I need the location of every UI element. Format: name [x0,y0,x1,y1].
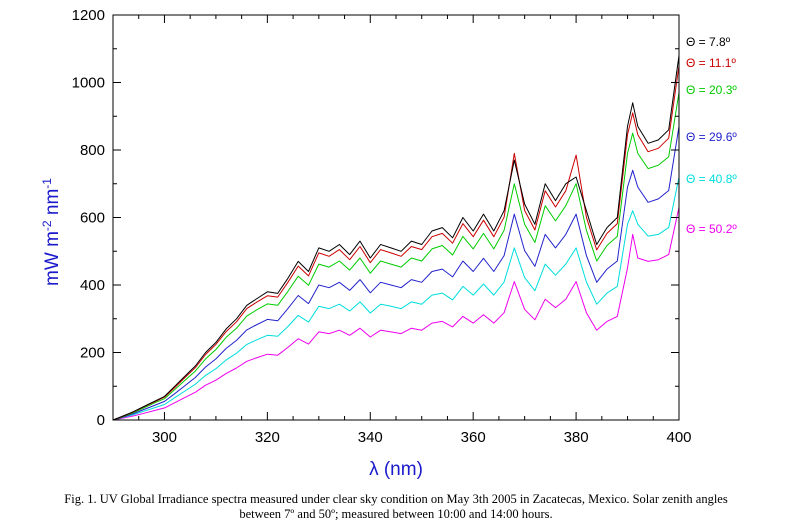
legend-item-4: Θ = 29.6º [686,130,737,144]
legend-item-3: Θ = 20.3º [686,83,737,97]
legend-item-5: Θ = 40.8º [686,172,737,186]
series-line-4 [112,126,680,421]
series-line-3 [112,92,680,421]
series-layer [112,55,680,421]
x-tick-label: 300 [152,429,177,446]
series-line-1 [112,55,680,421]
x-tick-label: 320 [255,429,280,446]
series-line-6 [112,207,680,421]
y-axis-title: mW m-2 nm-1 [40,178,63,286]
x-tick-label: 400 [666,429,691,446]
legend-item-1: Θ = 7.8º [686,35,731,49]
y-tick-label: 800 [80,142,105,159]
legend-item-2: Θ = 11.1º [686,56,736,70]
figure-caption: Fig. 1. UV Global Irradiance spectra mea… [0,492,792,522]
irradiance-chart: 300 320 340 360 380 400020040060080010001200 … [40,7,737,480]
caption-line-2: between 7º and 50º; measured between 10:… [239,507,553,521]
y-tick-label: 0 [97,412,105,429]
x-axis-title: λ (nm) [369,459,423,480]
y-tick-label: 1000 [72,75,105,92]
x-tick-label: 380 [564,429,589,446]
y-tick-label: 200 [80,345,105,362]
legend: Θ = 7.8º Θ = 11.1º Θ = 20.3º Θ = 29.6º Θ = 4… [686,35,737,236]
caption-line-1: Fig. 1. UV Global Irradiance spectra mea… [64,492,728,506]
x-tick-label: 360 [461,429,486,446]
plot-frame [112,14,680,421]
y-tick-label: 400 [80,277,105,294]
legend-item-6: Θ = 50.2º [686,222,737,236]
series-line-5 [112,176,680,421]
ticks-layer: 300 320 340 360 380 400 0 200 400 600 800 1000 1200 [72,7,692,446]
series-line-2 [112,65,680,421]
x-tick-label: 340 [358,429,383,446]
y-tick-label: 1200 [72,7,105,24]
y-tick-label: 600 [80,210,105,227]
